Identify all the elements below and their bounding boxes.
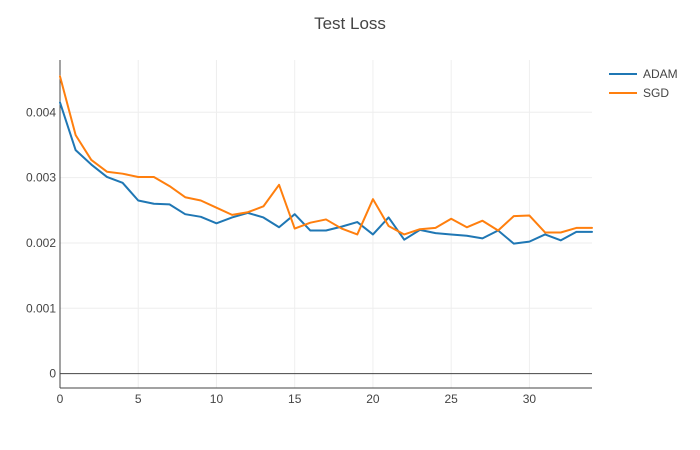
chart-title: Test Loss bbox=[314, 14, 386, 33]
x-tick-label: 20 bbox=[366, 392, 380, 406]
y-tick-label: 0.003 bbox=[26, 171, 56, 185]
y-tick-label: 0.004 bbox=[26, 105, 56, 119]
legend[interactable]: ADAM SGD bbox=[609, 67, 678, 100]
x-tick-label: 15 bbox=[288, 392, 302, 406]
axes: 0 0.001 0.002 0.003 0.004 0 5 10 15 20 25 30 bbox=[26, 60, 592, 406]
series-line-adam bbox=[59, 101, 593, 245]
x-tick-label: 25 bbox=[444, 392, 458, 406]
y-tick-label: 0.001 bbox=[26, 301, 56, 315]
legend-item-adam[interactable]: ADAM bbox=[609, 67, 678, 81]
legend-label: SGD bbox=[643, 86, 669, 100]
x-tick-label: 30 bbox=[523, 392, 537, 406]
legend-item-sgd[interactable]: SGD bbox=[609, 86, 669, 100]
legend-label: ADAM bbox=[643, 67, 678, 81]
series-lines bbox=[59, 75, 593, 245]
x-tick-label: 5 bbox=[135, 392, 142, 406]
x-tick-label: 10 bbox=[210, 392, 224, 406]
y-tick-label: 0.002 bbox=[26, 236, 56, 250]
x-tick-label: 0 bbox=[57, 392, 64, 406]
y-tick-label: 0 bbox=[49, 367, 56, 381]
series-line-sgd bbox=[59, 75, 593, 236]
